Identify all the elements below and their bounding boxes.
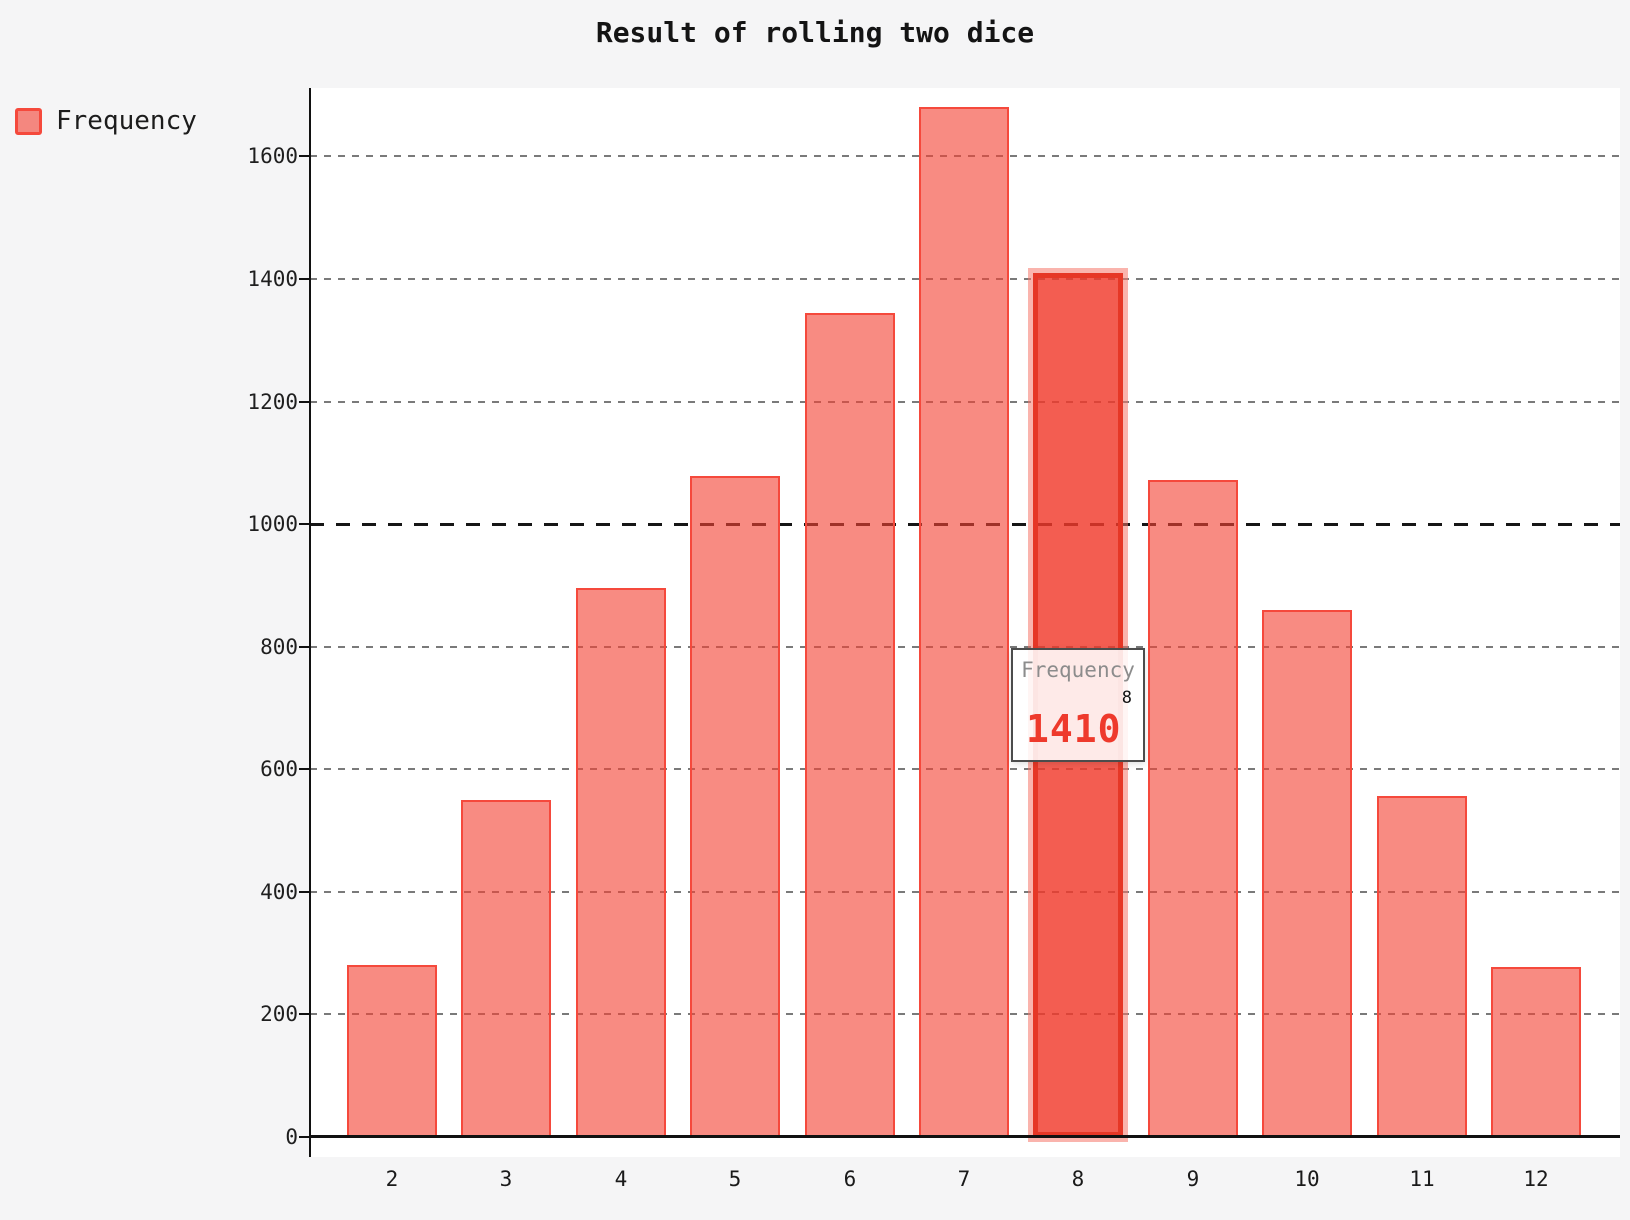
x-tick-label-10: 10 <box>1294 1167 1320 1191</box>
x-tick-label-4: 4 <box>614 1167 628 1191</box>
y-tick-label-800: 800 <box>260 634 298 659</box>
tooltip-value: 1410 <box>1026 707 1122 751</box>
y-tick-label-1200: 1200 <box>247 389 298 414</box>
plot-area: 2 3 4 5 6 7 8 9 10 11 12 <box>299 88 1620 1191</box>
legend-swatch-icon <box>15 108 42 135</box>
tooltip: Frequency 8 1410 <box>1011 648 1145 762</box>
x-tick-label-8: 8 <box>1071 1167 1085 1191</box>
y-tick-label-0: 0 <box>285 1125 298 1149</box>
bar-11[interactable] <box>1377 796 1467 1137</box>
x-tick-label-7: 7 <box>957 1167 971 1191</box>
y-tick-label-400: 400 <box>260 879 298 904</box>
chart-title: Result of rolling two dice <box>595 16 1035 49</box>
y-axis-tick-200 <box>299 1013 310 1016</box>
y-axis-line <box>309 88 311 1157</box>
x-tick-label-3: 3 <box>499 1167 513 1191</box>
y-axis-tick-600 <box>299 768 310 771</box>
x-tick-label-12: 12 <box>1523 1167 1549 1191</box>
bar-2[interactable] <box>347 965 437 1137</box>
y-axis-tick-0 <box>299 1136 310 1138</box>
y-axis-tick-800 <box>299 645 310 648</box>
bar-6[interactable] <box>805 313 895 1137</box>
legend-item-frequency[interactable]: Frequency <box>15 108 197 135</box>
bar-3[interactable] <box>461 800 551 1137</box>
x-tick-label-6: 6 <box>843 1167 857 1191</box>
y-axis-tick-1600 <box>299 155 310 158</box>
tooltip-category: 8 <box>1121 688 1132 708</box>
y-axis-tick-1200 <box>299 400 310 403</box>
x-tick-label-5: 5 <box>728 1167 742 1191</box>
y-tick-label-1000: 1000 <box>247 512 298 537</box>
bar-10[interactable] <box>1262 610 1352 1137</box>
bar-9[interactable] <box>1148 480 1238 1137</box>
y-tick-label-1600: 1600 <box>247 144 298 169</box>
bar-5[interactable] <box>690 476 780 1137</box>
y-tick-label-1400: 1400 <box>247 266 298 291</box>
y-axis-tick-400 <box>299 890 310 893</box>
y-tick-label-200: 200 <box>260 1002 298 1027</box>
y-axis-tick-1400 <box>299 277 310 280</box>
bar-7[interactable] <box>919 107 1009 1137</box>
bar-4[interactable] <box>576 588 666 1137</box>
y-tick-label-600: 600 <box>260 757 298 782</box>
x-tick-label-9: 9 <box>1186 1167 1200 1191</box>
x-tick-label-2: 2 <box>385 1167 399 1191</box>
bar-12[interactable] <box>1491 967 1581 1137</box>
tooltip-series-label: Frequency <box>1021 658 1135 682</box>
y-axis-tick-1000 <box>299 523 310 526</box>
x-tick-label-11: 11 <box>1409 1167 1435 1191</box>
legend-label: Frequency <box>56 106 197 136</box>
x-axis-line <box>310 1135 1620 1138</box>
